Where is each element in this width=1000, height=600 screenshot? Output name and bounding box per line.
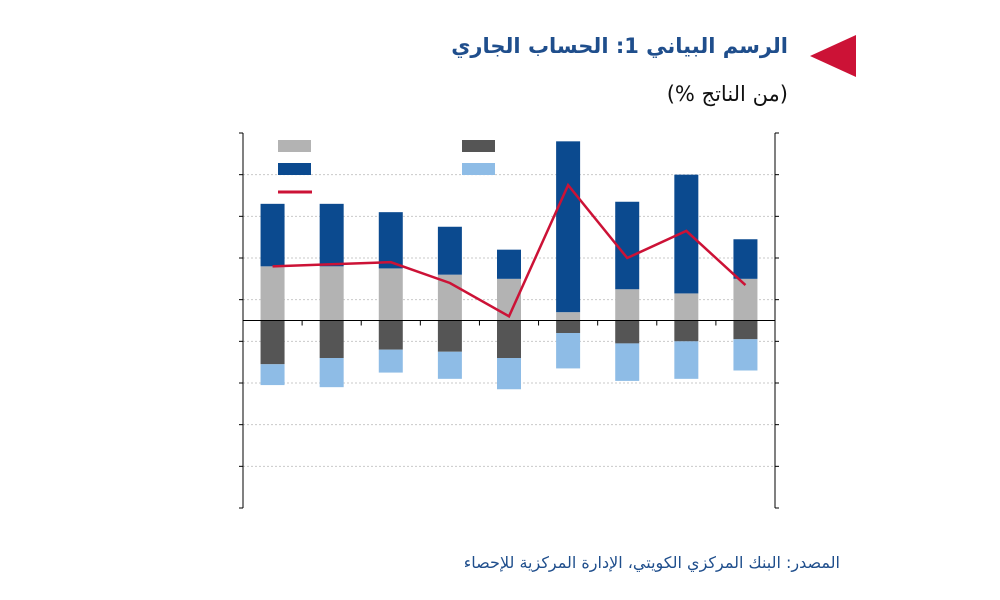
chart-title: الرسم البياني 1: الحساب الجاري — [451, 34, 788, 58]
bar-series-0-8 — [733, 278, 758, 321]
bar-series-2-6 — [615, 320, 640, 344]
bar-series-0-0 — [260, 266, 285, 321]
bar-series-0-5 — [556, 312, 581, 321]
bar-series-2-7 — [674, 320, 699, 342]
bar-series-2-2 — [378, 320, 403, 350]
bar-series-3-7 — [674, 341, 699, 379]
bar-series-3-2 — [378, 349, 403, 373]
bar-series-1-1 — [319, 203, 344, 267]
bar-series-0-2 — [378, 268, 403, 321]
bar-series-1-0 — [260, 203, 285, 267]
chart-subtitle: (من الناتج %) — [666, 82, 788, 106]
bar-series-1-5 — [556, 141, 581, 313]
bar-series-3-8 — [733, 339, 758, 371]
bar-series-0-3 — [437, 274, 462, 321]
bar-series-2-0 — [260, 320, 285, 365]
bar-series-3-4 — [497, 358, 521, 390]
bar-series-0-1 — [319, 266, 344, 321]
bar-series-3-0 — [260, 364, 285, 386]
bar-series-1-4 — [497, 249, 521, 279]
red-triangle-marker-icon — [810, 35, 856, 77]
bar-series-1-3 — [437, 226, 462, 275]
bar-series-3-6 — [615, 343, 640, 381]
bar-series-2-5 — [556, 320, 581, 333]
legend-swatch-1 — [462, 140, 495, 152]
bar-series-1-8 — [733, 239, 758, 279]
bar-series-3-5 — [556, 333, 581, 369]
bar-series-2-4 — [497, 320, 521, 358]
bar-series-0-6 — [615, 289, 640, 321]
legend-swatch-2 — [278, 163, 311, 175]
legend-swatch-3 — [462, 163, 495, 175]
source-note: المصدر: البنك المركزي الكويتي، الإدارة ا… — [463, 553, 840, 572]
line-series-4 — [272, 182, 747, 319]
bar-series-1-6 — [615, 201, 640, 290]
bar-series-0-7 — [674, 293, 699, 321]
bar-series-2-8 — [733, 320, 758, 340]
legend-swatch-0 — [278, 140, 311, 152]
bar-series-2-3 — [437, 320, 462, 352]
bar-series-3-1 — [319, 358, 344, 388]
bar-series-2-1 — [319, 320, 344, 358]
bar-series-1-2 — [378, 212, 403, 269]
bar-series-3-3 — [437, 351, 462, 379]
